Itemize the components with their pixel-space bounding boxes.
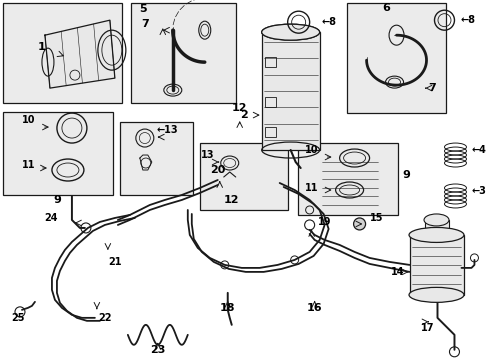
Text: 6: 6 [382,3,390,13]
Ellipse shape [408,228,463,242]
Text: 11: 11 [22,160,36,170]
Ellipse shape [423,214,448,226]
Text: 20: 20 [210,165,225,175]
Text: 1: 1 [38,42,46,52]
Text: ←4: ←4 [470,145,486,155]
Text: 15: 15 [369,213,382,223]
Bar [3,112,113,195]
Bar [346,3,446,113]
Bar [319,160,379,207]
Text: 23: 23 [150,345,165,355]
Text: 14: 14 [390,267,404,277]
Ellipse shape [408,287,463,302]
Text: ←13: ←13 [156,125,178,135]
Bar [264,97,275,107]
Bar [261,32,319,150]
Bar [120,122,192,195]
Text: 7: 7 [428,83,436,93]
Bar [424,220,448,237]
Bar [264,57,275,67]
Text: 12: 12 [224,195,239,205]
Text: ←3: ←3 [470,186,486,196]
Text: 19: 19 [317,217,330,227]
Bar [3,3,122,103]
Text: 2: 2 [240,110,247,120]
Text: 25: 25 [11,313,25,323]
Text: 10: 10 [304,145,318,155]
Bar [297,143,397,215]
Text: 21: 21 [108,257,122,267]
Text: 16: 16 [306,303,322,313]
Text: 22: 22 [98,313,111,323]
Bar [408,235,464,295]
Text: 9: 9 [402,170,409,180]
Text: 11: 11 [304,183,318,193]
Bar [200,143,287,210]
Text: 13: 13 [201,150,214,160]
Polygon shape [45,20,115,88]
Ellipse shape [261,24,319,40]
Text: 24: 24 [44,213,58,223]
Text: 9: 9 [53,195,61,205]
Circle shape [353,218,365,230]
Text: 7: 7 [141,19,148,29]
Text: 18: 18 [220,303,235,313]
Text: ←8: ←8 [321,17,336,27]
Text: ←8: ←8 [460,15,474,25]
Bar [131,3,235,103]
Text: 17: 17 [420,323,433,333]
Bar [264,127,275,137]
Text: 10: 10 [22,115,36,125]
Text: 5: 5 [139,4,146,14]
Text: 12: 12 [231,103,247,113]
